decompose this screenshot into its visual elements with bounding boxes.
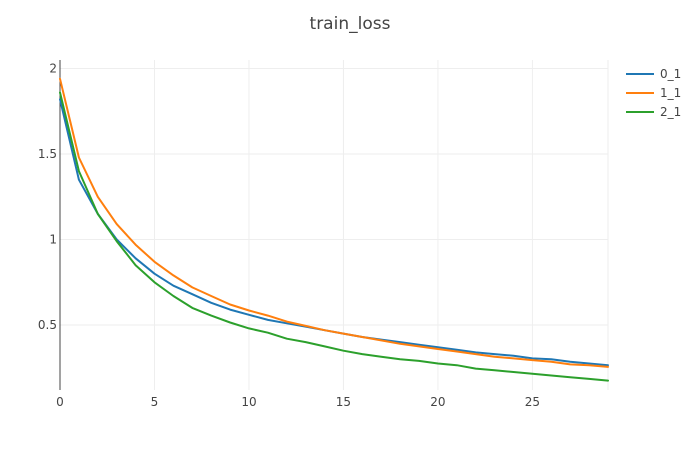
x-tick-label: 5	[151, 395, 159, 409]
legend-label: 0_1	[660, 67, 681, 81]
legend[interactable]: 0_1 1_1 2_1	[626, 67, 681, 119]
series-group	[59, 77, 609, 382]
x-tick-label: 15	[336, 395, 351, 409]
axes: 0 5 10 15 20 25 0.5 1 1.5 2	[38, 60, 540, 409]
x-tick-label: 20	[430, 395, 445, 409]
legend-label: 2_1	[660, 105, 681, 119]
y-tick-label: 1	[49, 233, 57, 247]
chart-title: train_loss	[310, 14, 391, 34]
y-tick-label: 1.5	[38, 147, 57, 161]
x-tick-label: 0	[56, 395, 64, 409]
legend-item-1_1[interactable]: 1_1	[626, 86, 681, 100]
x-tick-label: 25	[525, 395, 540, 409]
series-line-2_1	[59, 91, 609, 382]
legend-item-0_1[interactable]: 0_1	[626, 67, 681, 81]
legend-item-2_1[interactable]: 2_1	[626, 105, 681, 119]
y-tick-label: 2	[49, 62, 57, 76]
grid	[60, 60, 609, 390]
y-tick-label: 0.5	[38, 318, 57, 332]
series-line-1_1	[59, 77, 609, 368]
legend-label: 1_1	[660, 86, 681, 100]
x-tick-label: 10	[241, 395, 256, 409]
